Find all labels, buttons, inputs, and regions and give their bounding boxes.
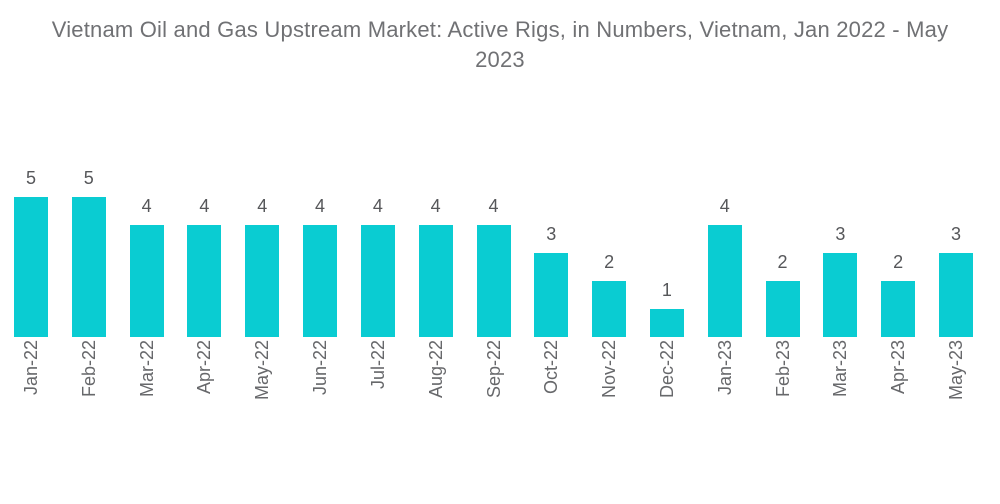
bar-column: 3 (823, 224, 858, 337)
x-axis-tick: Feb-23 (766, 340, 800, 428)
bar-column: 4 (245, 196, 280, 337)
x-axis-tick: Jan-22 (14, 340, 48, 428)
x-axis-tick: Aug-22 (419, 340, 453, 428)
bar-column: 4 (303, 196, 338, 337)
x-axis-label: Dec-22 (656, 340, 677, 399)
bar-column: 3 (939, 224, 973, 337)
x-axis-labels: Jan-22 Feb-22 Mar-22 Apr-22 May-22 Jun-22 Jul-… (14, 340, 973, 428)
chart-title-line-1: Vietnam Oil and Gas Upstream Market: Act… (51, 17, 949, 42)
bar-value-label: 5 (25, 168, 36, 188)
x-axis-label: Oct-22 (541, 340, 562, 395)
x-axis-tick: Apr-23 (881, 340, 915, 428)
bar-column: 1 (649, 280, 684, 337)
bar (360, 225, 395, 337)
bar-column: 4 (418, 196, 453, 337)
chart-title-line-2: 2023 (475, 47, 525, 72)
bar-value-label: 4 (488, 196, 499, 216)
x-axis-label: Jan-22 (21, 340, 41, 396)
x-axis-label: May-23 (946, 340, 966, 401)
x-axis-label: Apr-22 (194, 340, 215, 395)
bar-column: 3 (534, 224, 569, 337)
bar (303, 225, 338, 337)
x-axis-tick: Nov-22 (592, 340, 626, 428)
x-axis-label: Mar-22 (136, 340, 157, 398)
x-axis-label: Mar-23 (830, 340, 851, 398)
x-axis-label: Sep-22 (483, 340, 504, 399)
x-axis-tick: Jun-22 (303, 340, 337, 428)
x-axis-label: Nov-22 (599, 340, 620, 399)
bar (71, 197, 106, 337)
bar (649, 309, 684, 337)
x-axis-label: Apr-23 (888, 340, 909, 395)
bar-column: 5 (14, 168, 48, 337)
bar-value-label: 3 (546, 224, 557, 244)
bar-column: 4 (129, 196, 164, 337)
bar (707, 225, 742, 337)
bar-value-label: 5 (83, 168, 94, 188)
bar (14, 197, 48, 337)
bar-column: 2 (881, 252, 916, 337)
x-axis-tick: Jul-22 (361, 340, 395, 428)
x-axis-label: Feb-23 (772, 340, 793, 398)
x-axis-tick: Mar-22 (130, 340, 164, 428)
bar-column: 4 (707, 196, 742, 337)
x-axis-label: Aug-22 (425, 340, 446, 399)
bar (187, 225, 222, 337)
chart-title: Vietnam Oil and Gas Upstream Market: Act… (0, 0, 1000, 75)
bar-value-label: 3 (950, 224, 961, 244)
bar-value-label: 4 (719, 196, 730, 216)
bar-column: 5 (71, 168, 106, 337)
bar-value-label: 2 (777, 252, 788, 272)
bar (939, 253, 973, 337)
bar-value-label: 4 (257, 196, 268, 216)
bar-column: 4 (187, 196, 222, 337)
x-axis-label: Jun-22 (310, 340, 331, 396)
bar-value-label: 1 (661, 280, 672, 300)
bar-value-label: 4 (372, 196, 383, 216)
bar-value-label: 4 (141, 196, 152, 216)
bar (418, 225, 453, 337)
bar-value-label: 4 (315, 196, 326, 216)
bar (823, 253, 858, 337)
bar-column: 2 (765, 252, 800, 337)
bar-value-label: 4 (199, 196, 210, 216)
x-axis-tick: Mar-23 (823, 340, 857, 428)
bar-value-label: 3 (835, 224, 846, 244)
plot-area: 5 5 4 4 4 4 4 4 4 3 2 1 4 2 3 2 3 Jan-22 Feb-22 Mar-22 Apr-… (14, 159, 973, 428)
bar (476, 225, 511, 337)
bar (592, 281, 627, 337)
bar (765, 281, 800, 337)
bar-column: 2 (592, 252, 627, 337)
bar-column: 4 (476, 196, 511, 337)
bar (534, 253, 569, 337)
bar-value-label: 2 (604, 252, 615, 272)
bar-value-label: 4 (430, 196, 441, 216)
bar (881, 281, 916, 337)
bar-value-label: 2 (893, 252, 904, 272)
x-axis-tick: Dec-22 (650, 340, 684, 428)
x-axis-label: Jul-22 (367, 340, 388, 390)
x-axis-label: Feb-22 (78, 340, 99, 398)
x-axis-tick: Jan-23 (708, 340, 742, 428)
x-axis-tick: Oct-22 (534, 340, 568, 428)
bars-row: 5 5 4 4 4 4 4 4 4 3 2 1 4 2 3 2 3 (14, 159, 973, 337)
bar (129, 225, 164, 337)
x-axis-tick: Sep-22 (477, 340, 511, 428)
x-axis-label: Jan-23 (714, 340, 735, 396)
x-axis-tick: Feb-22 (72, 340, 106, 428)
x-axis-label: May-22 (252, 340, 273, 401)
bar (245, 225, 280, 337)
x-axis-tick: Apr-22 (187, 340, 221, 428)
x-axis-tick: May-22 (245, 340, 279, 428)
bar-column: 4 (360, 196, 395, 337)
x-axis-tick: May-23 (939, 340, 973, 428)
